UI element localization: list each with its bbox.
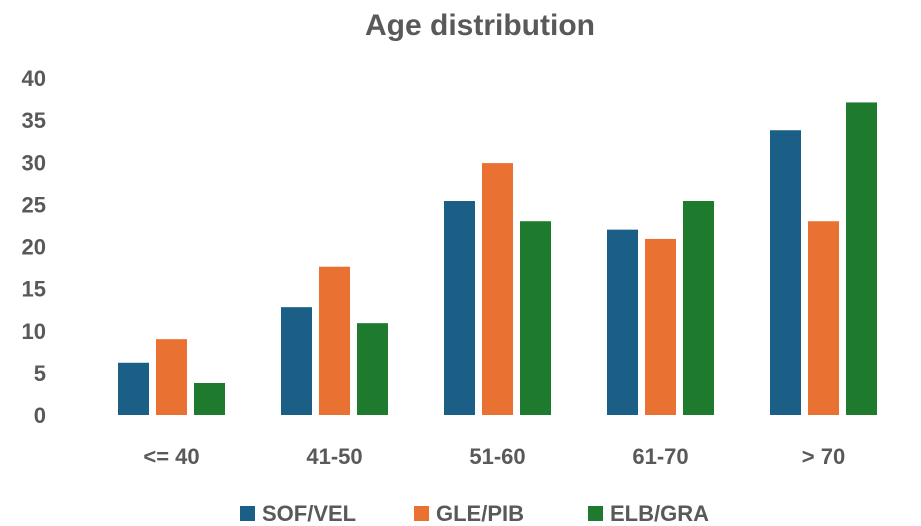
y-tick-label: 15: [22, 277, 46, 302]
bar-gle-pib-1: [319, 266, 350, 415]
y-tick-label: 40: [22, 66, 46, 91]
y-tick-label: 10: [22, 319, 46, 344]
y-tick-label: 35: [22, 108, 46, 133]
x-tick-label: 41-50: [306, 444, 362, 469]
legend: SOF/VEL GLE/PIB ELB/GRA: [240, 501, 709, 526]
bar-gle-pib-2: [482, 163, 513, 415]
x-tick-label: 51-60: [469, 444, 525, 469]
bar-elb-gra-0: [194, 382, 225, 415]
y-tick-label: 5: [34, 361, 46, 386]
legend-label: SOF/VEL: [262, 501, 356, 526]
legend-label: GLE/PIB: [436, 501, 524, 526]
x-tick-label: 61-70: [632, 444, 688, 469]
y-tick-label: 25: [22, 192, 46, 217]
legend-label: ELB/GRA: [610, 501, 709, 526]
bar-gle-pib-4: [808, 221, 839, 415]
y-tick-label: 20: [22, 235, 46, 260]
x-tick-label: > 70: [802, 444, 845, 469]
bar-sof-vel-1: [281, 307, 312, 415]
bar-sof-vel-0: [118, 362, 149, 415]
bar-elb-gra-1: [357, 323, 388, 415]
legend-swatch-gle-pib: [414, 506, 429, 521]
bar-elb-gra-4: [846, 102, 877, 416]
bar-gle-pib-3: [645, 238, 676, 415]
legend-swatch-sof-vel: [240, 506, 255, 521]
x-axis: <= 40 41-50 51-60 61-70 > 70: [143, 444, 845, 469]
y-tick-label: 0: [34, 403, 46, 428]
bar-sof-vel-3: [607, 229, 638, 415]
bar-sof-vel-4: [770, 130, 801, 416]
bars-group: [118, 102, 877, 416]
legend-swatch-elb-gra: [588, 506, 603, 521]
chart-title: Age distribution: [365, 9, 595, 42]
bar-elb-gra-3: [683, 201, 714, 415]
bar-gle-pib-0: [156, 339, 187, 415]
y-axis: 0 5 10 15 20 25 30 35 40: [22, 66, 46, 428]
y-tick-label: 30: [22, 150, 46, 175]
bar-elb-gra-2: [520, 221, 551, 415]
bar-sof-vel-2: [444, 201, 475, 415]
x-tick-label: <= 40: [143, 444, 199, 469]
